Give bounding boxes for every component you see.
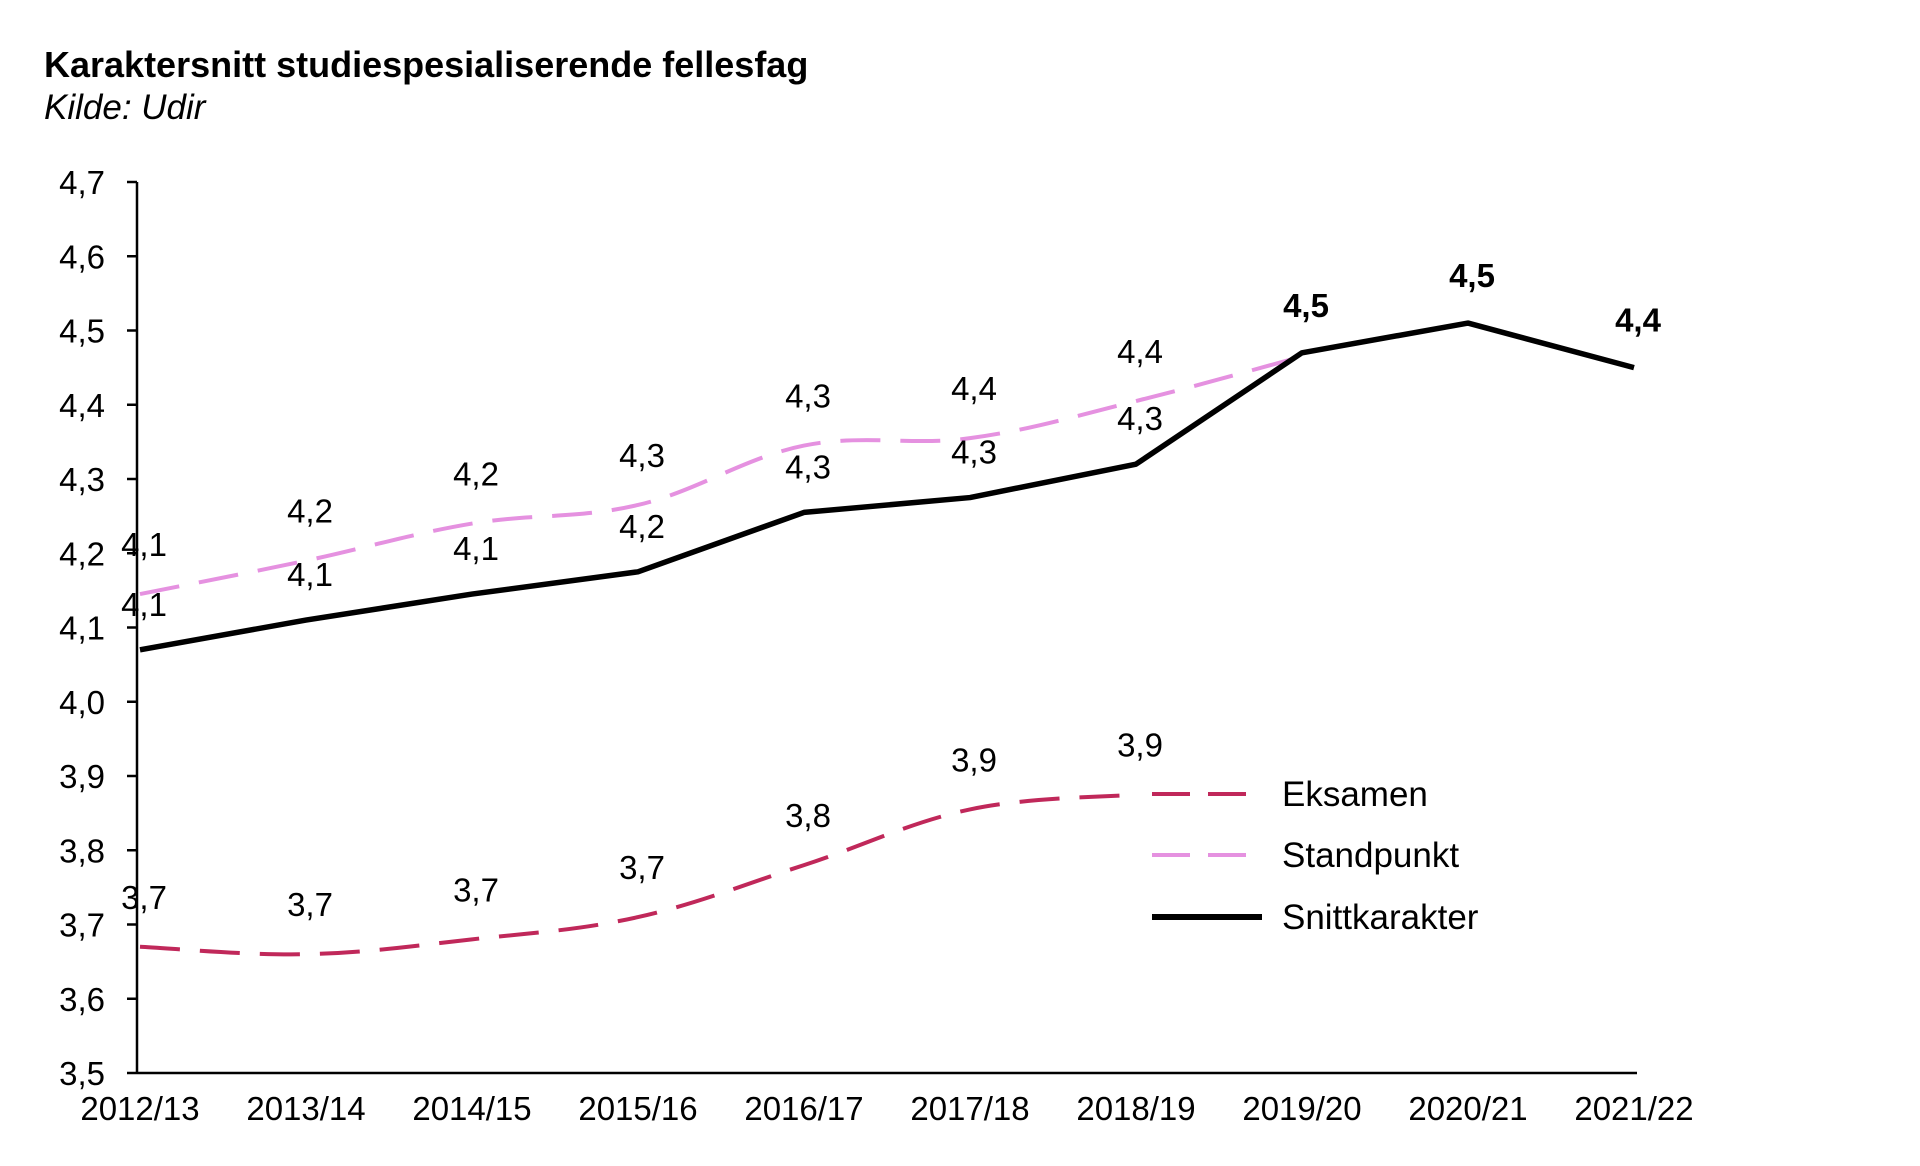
y-tick-label: 4,0 bbox=[59, 684, 105, 721]
x-tick-label: 2017/18 bbox=[910, 1090, 1029, 1127]
data-label-eksamen: 3,7 bbox=[121, 879, 167, 916]
series-line-standpunkt bbox=[139, 354, 1303, 597]
x-tick-label: 2016/17 bbox=[744, 1090, 863, 1127]
data-label-standpunkt: 4,3 bbox=[785, 378, 831, 415]
legend: Eksamen Standpunkt Snittkarakter bbox=[1152, 775, 1479, 937]
data-label-eksamen: 3,9 bbox=[1117, 727, 1163, 764]
data-label-standpunkt: 4,3 bbox=[619, 437, 665, 474]
series-line-eksamen bbox=[139, 792, 1137, 957]
y-tick-label: 4,4 bbox=[59, 387, 105, 424]
x-tick-label: 2013/14 bbox=[246, 1090, 365, 1127]
legend-label-snittkarakter: Snittkarakter bbox=[1282, 898, 1479, 937]
data-label-standpunkt: 4,4 bbox=[951, 370, 997, 407]
data-label-eksamen: 3,7 bbox=[287, 886, 333, 923]
data-label-standpunkt: 4,2 bbox=[453, 456, 499, 493]
legend-label-standpunkt: Standpunkt bbox=[1282, 836, 1459, 875]
chart-title: Karaktersnitt studiespesialiserende fell… bbox=[44, 44, 809, 85]
series-line-snittkarakter bbox=[139, 320, 1635, 653]
y-tick-label: 3,9 bbox=[59, 758, 105, 795]
data-label-snittkarakter: 4,2 bbox=[619, 508, 665, 545]
x-tick-label: 2015/16 bbox=[578, 1090, 697, 1127]
data-label-snittkarakter: 4,1 bbox=[453, 530, 499, 567]
data-label-eksamen: 3,7 bbox=[619, 849, 665, 886]
x-tick-label: 2021/22 bbox=[1574, 1090, 1693, 1127]
y-tick-label: 4,7 bbox=[59, 164, 105, 201]
x-tick-label: 2020/21 bbox=[1408, 1090, 1527, 1127]
data-label-snittkarakter: 4,4 bbox=[1615, 302, 1662, 339]
y-tick-label: 4,5 bbox=[59, 313, 105, 350]
y-tick-label: 3,5 bbox=[59, 1055, 105, 1092]
series-lines bbox=[139, 320, 1635, 957]
data-label-snittkarakter: 4,1 bbox=[121, 586, 167, 623]
y-tick-label: 4,2 bbox=[59, 535, 105, 572]
y-tick-label: 3,8 bbox=[59, 832, 105, 869]
data-label-snittkarakter: 4,5 bbox=[1283, 287, 1329, 324]
data-labels: 3,7 3,7 3,7 3,7 3,8 3,9 3,9 4,1 4,2 4,2 4,3 4,3 4,4 4… bbox=[121, 257, 1662, 923]
legend-label-eksamen: Eksamen bbox=[1282, 775, 1428, 814]
y-tick-label: 4,6 bbox=[59, 238, 105, 275]
y-tick-label: 4,1 bbox=[59, 610, 105, 647]
data-label-snittkarakter: 4,3 bbox=[785, 448, 831, 485]
data-label-snittkarakter: 4,1 bbox=[287, 556, 333, 593]
x-tick-label: 2018/19 bbox=[1076, 1090, 1195, 1127]
y-tick-label: 3,6 bbox=[59, 981, 105, 1018]
data-label-snittkarakter: 4,5 bbox=[1449, 257, 1495, 294]
data-label-eksamen: 3,8 bbox=[785, 797, 831, 834]
chart-subtitle: Kilde: Udir bbox=[44, 88, 206, 127]
x-tick-label: 2014/15 bbox=[412, 1090, 531, 1127]
data-label-eksamen: 3,9 bbox=[951, 741, 997, 778]
data-label-standpunkt: 4,4 bbox=[1117, 333, 1163, 370]
y-tick-label: 4,3 bbox=[59, 461, 105, 498]
axes: 3,5 3,6 3,7 3,8 3,9 4,0 4,1 4,2 4,3 4,4 4,5 4,6 4,7 2… bbox=[59, 164, 1694, 1127]
x-tick-label: 2012/13 bbox=[80, 1090, 199, 1127]
x-tick-label: 2019/20 bbox=[1242, 1090, 1361, 1127]
data-label-snittkarakter: 4,3 bbox=[1117, 400, 1163, 437]
data-label-standpunkt: 4,2 bbox=[287, 493, 333, 530]
data-label-snittkarakter: 4,3 bbox=[951, 434, 997, 471]
y-tick-label: 3,7 bbox=[59, 907, 105, 944]
data-label-standpunkt: 4,1 bbox=[121, 526, 167, 563]
data-label-eksamen: 3,7 bbox=[453, 871, 499, 908]
